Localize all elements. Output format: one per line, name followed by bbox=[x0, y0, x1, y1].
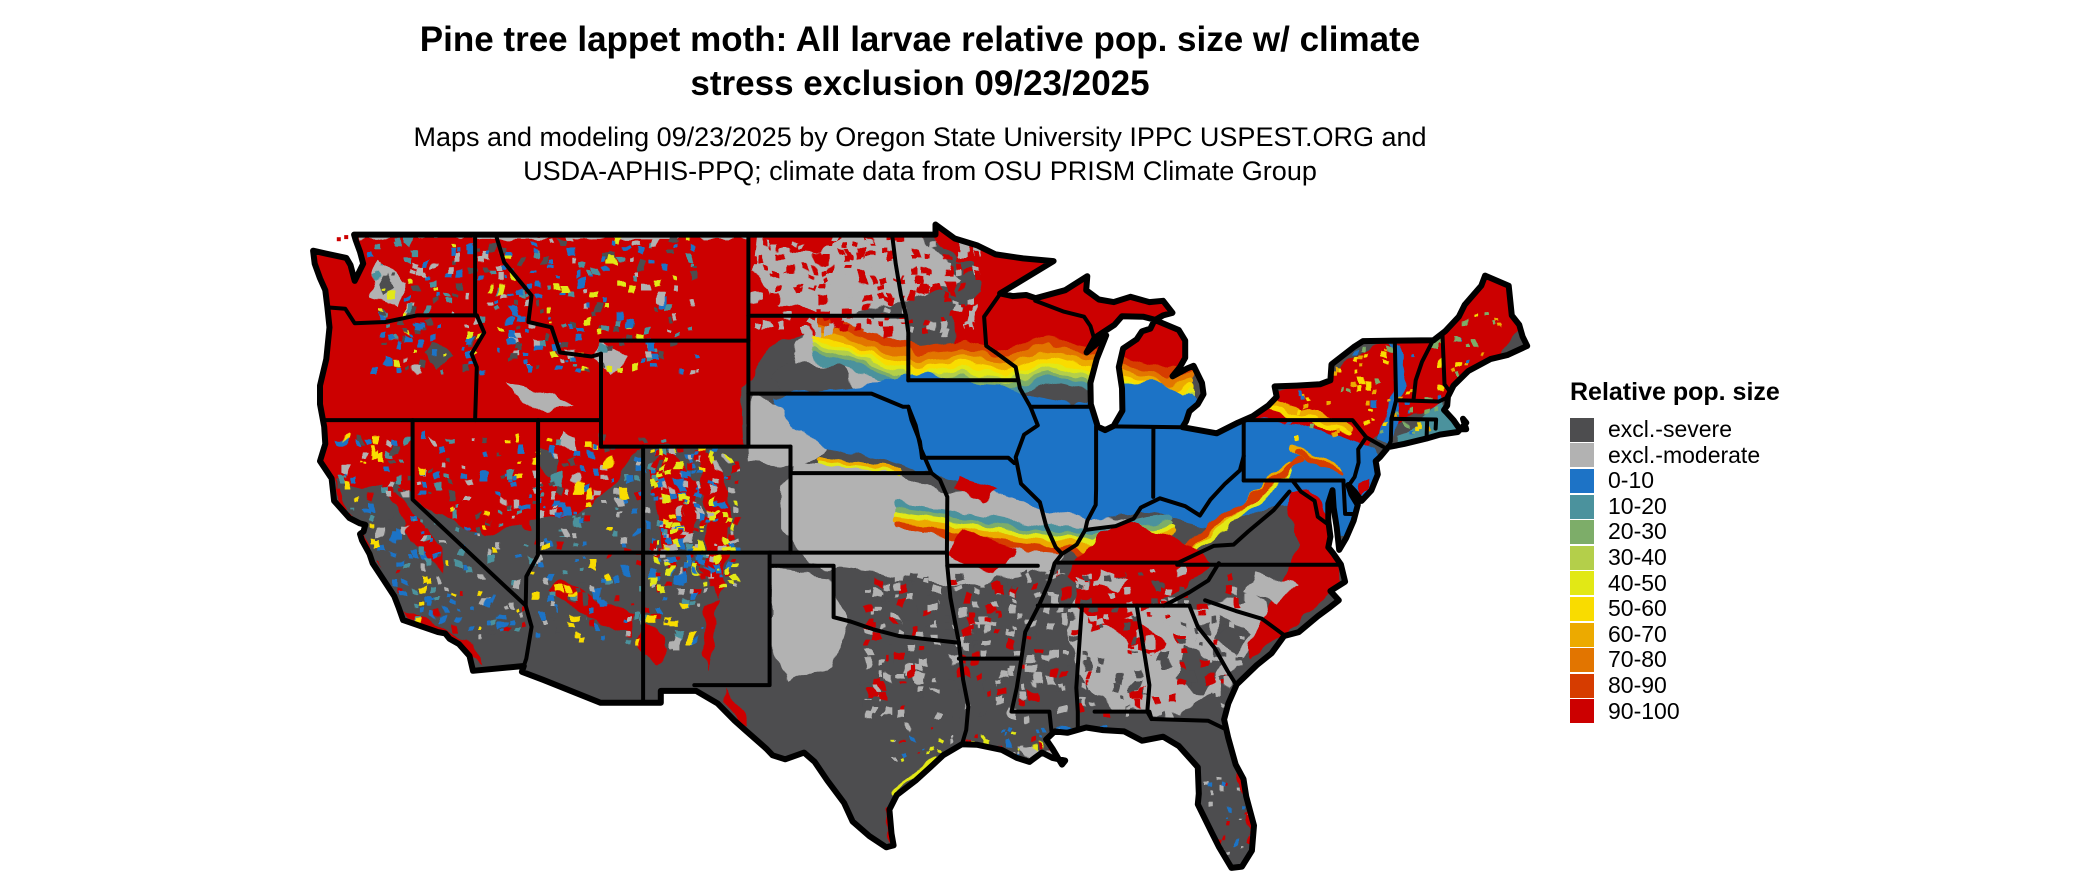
legend-items: excl.-severe excl.-moderate 0-10 10-20 20-30… bbox=[1570, 416, 1870, 725]
legend-item-excl-severe: excl.-severe bbox=[1570, 416, 1870, 443]
legend-item-80-90: 80-90 bbox=[1570, 671, 1870, 699]
legend-item-0-10: 0-10 bbox=[1570, 468, 1870, 494]
map-title-line2: stress exclusion 09/23/2025 bbox=[690, 64, 1150, 103]
legend-swatch-excl-moderate bbox=[1570, 443, 1594, 468]
legend-label: 60-70 bbox=[1608, 620, 1667, 647]
legend-swatch-30-40 bbox=[1570, 545, 1594, 570]
us-map-svg bbox=[310, 221, 1531, 871]
map-subtitle-line2: USDA-APHIS-PPQ; climate data from OSU PR… bbox=[523, 156, 1317, 186]
legend-item-20-30: 20-30 bbox=[1570, 519, 1870, 545]
raster-speck bbox=[344, 235, 349, 240]
legend-title: Relative pop. size bbox=[1570, 378, 1780, 406]
legend-label: 70-80 bbox=[1608, 646, 1667, 673]
legend-item-10-20: 10-20 bbox=[1570, 492, 1870, 520]
legend-label: excl.-moderate bbox=[1608, 441, 1761, 468]
legend-label: 50-60 bbox=[1608, 595, 1667, 622]
legend-label: 80-90 bbox=[1608, 671, 1667, 698]
legend-swatch-80-90 bbox=[1570, 673, 1594, 698]
legend-label: 40-50 bbox=[1608, 569, 1667, 596]
legend-item-60-70: 60-70 bbox=[1570, 620, 1870, 648]
title-block: Pine tree lappet moth: All larvae relati… bbox=[0, 18, 1840, 188]
raster-speck bbox=[336, 237, 341, 242]
legend-swatch-10-20 bbox=[1570, 494, 1594, 519]
map-subtitle: Maps and modeling 09/23/2025 by Oregon S… bbox=[0, 120, 1840, 188]
legend-swatch-90-100 bbox=[1570, 699, 1594, 724]
legend-swatch-40-50 bbox=[1570, 571, 1594, 596]
legend-item-90-100: 90-100 bbox=[1570, 697, 1870, 725]
legend-item-40-50: 40-50 bbox=[1570, 569, 1870, 597]
legend-item-30-40: 30-40 bbox=[1570, 543, 1870, 571]
map-subtitle-line1: Maps and modeling 09/23/2025 by Oregon S… bbox=[413, 122, 1427, 152]
legend-swatch-70-80 bbox=[1570, 648, 1594, 673]
legend-item-excl-moderate: excl.-moderate bbox=[1570, 441, 1870, 469]
legend-label: 90-100 bbox=[1608, 697, 1680, 724]
legend-label: 20-30 bbox=[1608, 518, 1667, 545]
legend-swatch-0-10 bbox=[1570, 468, 1594, 493]
legend-label: 10-20 bbox=[1608, 492, 1667, 519]
legend-item-50-60: 50-60 bbox=[1570, 596, 1870, 622]
legend-label: 30-40 bbox=[1608, 543, 1667, 570]
map-title-line1: Pine tree lappet moth: All larvae relati… bbox=[419, 20, 1421, 59]
legend-swatch-excl-severe bbox=[1570, 417, 1594, 442]
us-choropleth-map bbox=[300, 220, 1535, 888]
legend-label: 0-10 bbox=[1608, 467, 1655, 494]
legend-swatch-60-70 bbox=[1570, 622, 1594, 647]
us-outline bbox=[310, 221, 1531, 871]
legend-label: excl.-severe bbox=[1608, 416, 1732, 442]
legend-item-70-80: 70-80 bbox=[1570, 647, 1870, 673]
legend: Relative pop. size excl.-severe excl.-mod… bbox=[1570, 378, 1870, 724]
legend-swatch-20-30 bbox=[1570, 520, 1594, 545]
legend-swatch-50-60 bbox=[1570, 596, 1594, 621]
state-borders bbox=[318, 232, 1452, 747]
